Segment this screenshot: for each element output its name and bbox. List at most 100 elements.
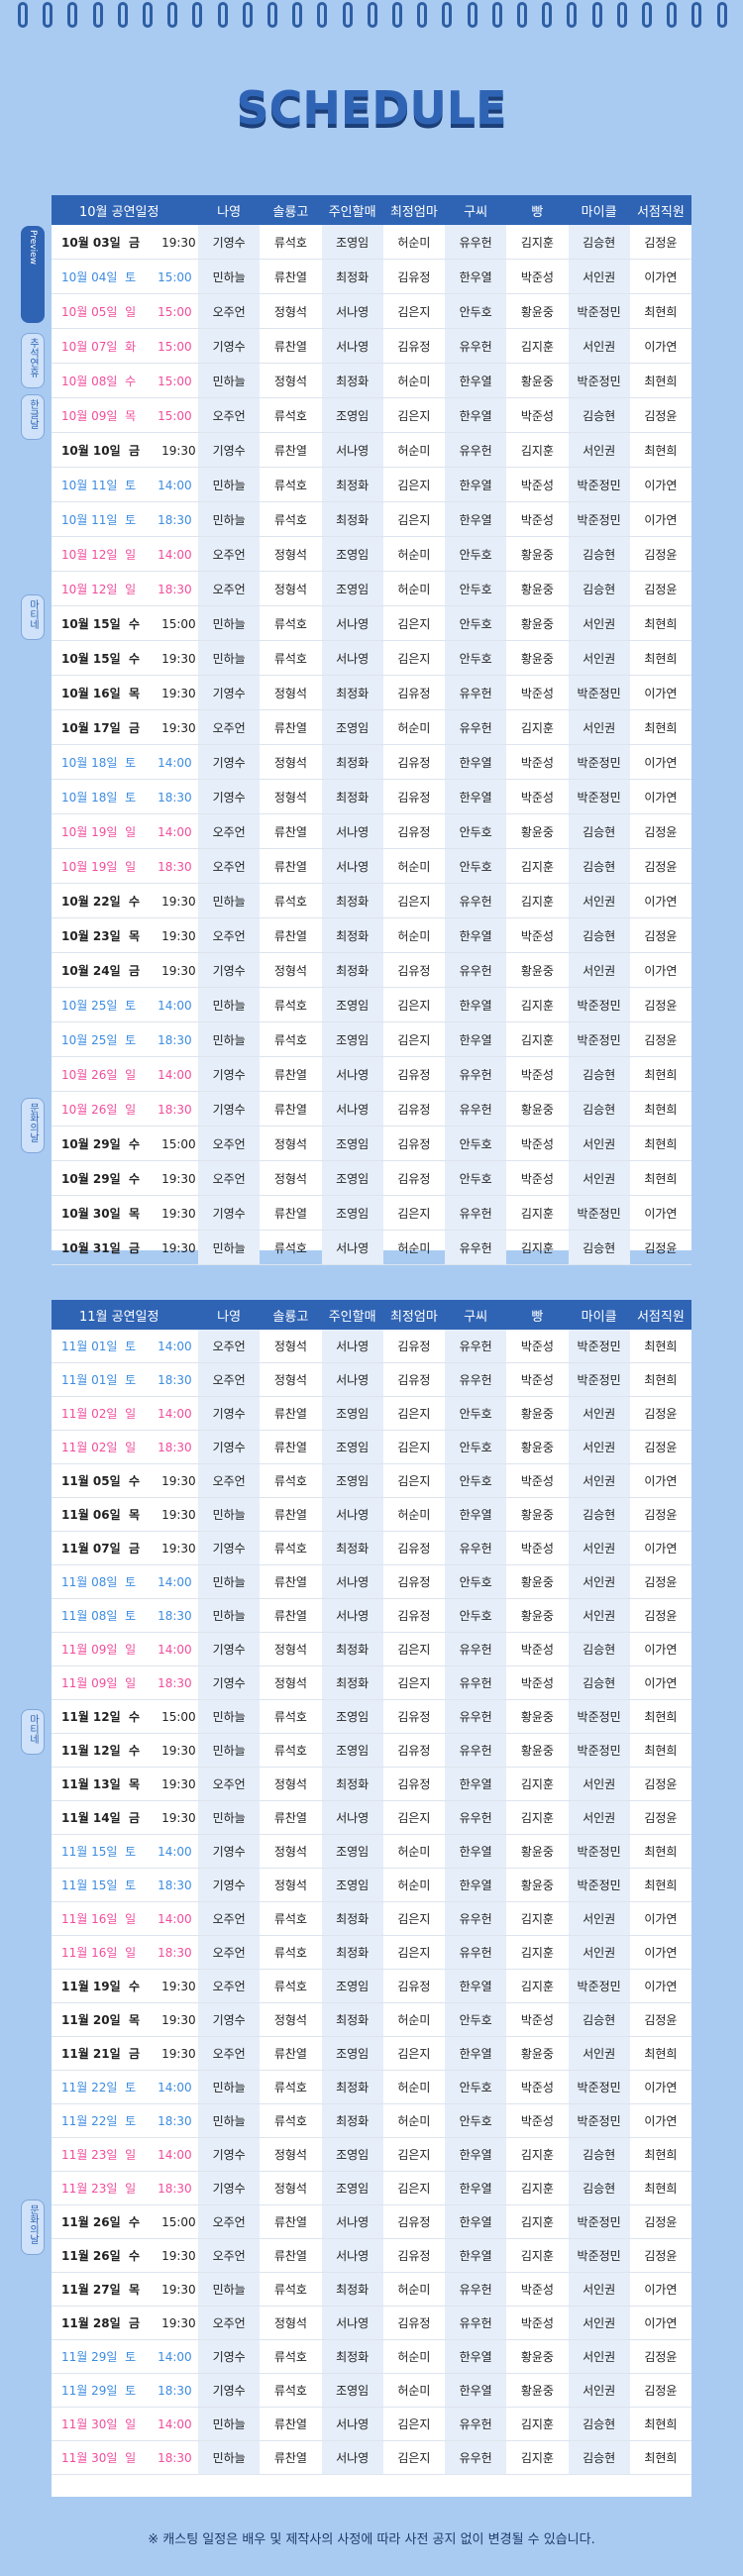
performance-date: 11월 15일 토 [61,1845,137,1859]
cast-cell: 최현희 [629,363,691,398]
performance-time: 14:00 [158,1067,192,1082]
cast-cell: 류석호 [260,605,322,641]
performance-date-cell: 11월 07일 금 19:30 [52,1531,198,1565]
cast-cell: 이가연 [629,1969,691,2003]
cast-cell: 황윤중 [506,1091,569,1127]
cast-cell: 유우헌 [445,1699,507,1734]
cast-cell: 류찬열 [260,1564,322,1599]
cast-cell: 류찬열 [260,328,322,364]
cast-cell: 이가연 [629,2070,691,2104]
cast-cell: 최정화 [321,2103,383,2138]
cast-cell: 박준성 [506,744,569,780]
cast-cell: 최현희 [629,1834,691,1869]
cast-cell: 안두호 [445,1463,507,1498]
cast-cell: 김유정 [382,1160,445,1196]
cast-cell: 박준정민 [568,1969,630,2003]
cast-cell: 민하늘 [198,1800,261,1835]
binding-ring [192,2,203,28]
table-row: 10월 30일 목 19:30 기영수 류찬열 조영임 김은지 유우헌 김지훈 박준정민 이가연 [52,1195,691,1231]
cast-cell: 김승현 [568,1665,630,1700]
performance-date-cell: 11월 21일 금 19:30 [52,2036,198,2071]
performance-date-cell: 10월 19일 일 18:30 [52,848,198,884]
cast-cell: 오주언 [198,2204,261,2239]
performance-date-cell: 11월 22일 토 14:00 [52,2070,198,2104]
cast-cell: 오주언 [198,1463,261,1498]
performance-time: 14:00 [158,2081,192,2094]
performance-time: 18:30 [158,1878,192,1892]
cast-cell: 정형석 [260,1632,322,1666]
performance-date: 10월 07일 화 [61,339,137,354]
month-header: 10월 공연일정 [52,195,198,225]
table-row: 10월 25일 토 18:30 민하늘 류석호 조영임 김은지 한우열 김지훈 박준정민 김정윤 [52,1021,691,1057]
performance-date-cell: 10월 23일 목 19:30 [52,917,198,953]
cast-cell: 기영수 [198,1056,261,1092]
cast-cell: 최정화 [321,2002,383,2037]
table-row: 11월 26일 수 19:30 오주언 류찬열 서나영 김유정 한우열 김지훈 박준정민 김정윤 [52,2238,691,2273]
performance-time: 18:30 [158,1676,192,1690]
performance-date: 10월 05일 일 [61,304,137,319]
cast-cell: 최현희 [629,2407,691,2441]
cast-cell: 안두호 [445,1564,507,1599]
cast-cell: 황윤중 [506,1733,569,1768]
cast-cell: 김유정 [382,1091,445,1127]
cast-cell: 김유정 [382,1056,445,1092]
cast-cell: 황윤중 [506,640,569,676]
cast-cell: 김지훈 [506,1021,569,1057]
cast-cell: 김은지 [382,2137,445,2172]
cast-cell: 한우열 [445,2171,507,2205]
cast-cell: 류찬열 [260,2238,322,2273]
cast-cell: 안두호 [445,536,507,572]
cast-cell: 서인권 [568,1126,630,1161]
cast-cell: 정형석 [260,571,322,606]
cast-cell: 기영수 [198,2171,261,2205]
performance-time: 18:30 [158,859,192,874]
cast-cell: 서나영 [321,2238,383,2273]
cast-cell: 유우헌 [445,1531,507,1565]
cast-cell: 김유정 [382,1699,445,1734]
cast-cell: 황윤중 [506,1598,569,1633]
performance-time: 15:00 [161,616,196,631]
cast-cell: 오주언 [198,1969,261,2003]
side-label-culture-oct: 문화의날 [21,1098,45,1153]
cast-cell: 김지훈 [506,2204,569,2239]
performance-time: 18:30 [158,2451,192,2465]
cast-cell: 김은지 [382,1901,445,1936]
cast-cell: 최정화 [321,2272,383,2307]
cast-cell: 류찬열 [260,432,322,468]
performance-time: 14:00 [158,824,192,839]
binding-ring [217,2,228,28]
binding-ring [442,2,453,28]
cast-cell: 한우열 [445,2204,507,2239]
cast-cell: 서나영 [321,1362,383,1397]
table-row: 11월 23일 일 14:00 기영수 정형석 조영임 김은지 한우열 김지훈 김승현 최현희 [52,2137,691,2172]
cast-cell: 조영임 [321,1699,383,1734]
column-header: 최정엄마 [382,1300,445,1330]
cast-cell: 오주언 [198,917,261,953]
cast-cell: 박준성 [506,779,569,814]
column-header: 빵 [506,195,569,225]
performance-date-cell: 11월 01일 토 14:00 [52,1330,198,1363]
cast-cell: 정형석 [260,2002,322,2037]
table-row: 11월 15일 토 14:00 기영수 정형석 조영임 허순미 한우열 황윤중 박준정민 최현희 [52,1834,691,1869]
cast-cell: 안두호 [445,1396,507,1431]
cast-cell: 이가연 [629,467,691,502]
performance-time: 18:30 [158,512,192,527]
cast-cell: 최정화 [321,1531,383,1565]
cast-cell: 조영임 [321,1430,383,1464]
table-row: 11월 14일 금 19:30 민하늘 류찬열 서나영 김은지 유우헌 김지훈 서인권 김정윤 [52,1800,691,1835]
cast-cell: 기영수 [198,2002,261,2037]
table-header-row: 10월 공연일정 나영 솔룡고 주인할매 최정엄마 구씨 빵 마이클 서점직원 [52,195,691,225]
cast-cell: 안두호 [445,640,507,676]
table-row: 11월 01일 토 14:00 오주언 정형석 서나영 김유정 유우헌 박준성 박준정민 최현희 [52,1330,691,1363]
cast-cell: 김유정 [382,744,445,780]
binding-ring [117,2,128,28]
cast-cell: 류찬열 [260,709,322,745]
performance-date: 11월 27일 목 [61,2283,141,2297]
cast-cell: 허순미 [382,2002,445,2037]
cast-cell: 기영수 [198,328,261,364]
cast-cell: 기영수 [198,744,261,780]
performance-date-cell: 11월 08일 토 14:00 [52,1564,198,1599]
performance-date: 10월 15일 수 [61,651,141,666]
cast-cell: 최현희 [629,640,691,676]
cast-cell: 김지훈 [506,2137,569,2172]
